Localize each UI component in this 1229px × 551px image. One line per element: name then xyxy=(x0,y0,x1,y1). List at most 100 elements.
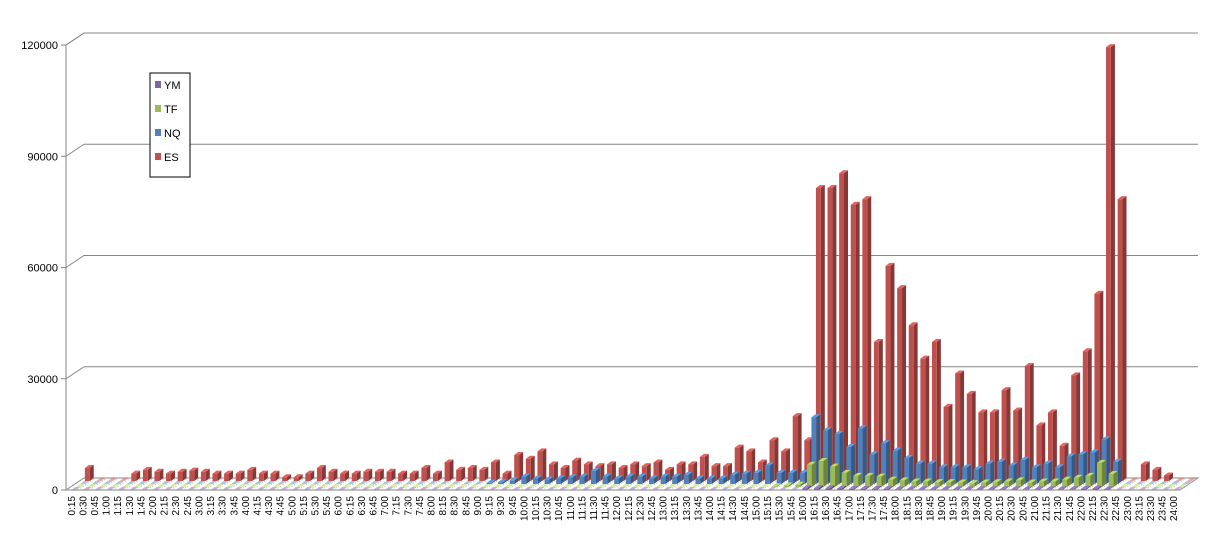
bar-tf-top xyxy=(1073,474,1083,478)
bar-es xyxy=(885,262,895,481)
bar-ym xyxy=(315,487,324,490)
bar-ym xyxy=(373,487,382,490)
bar-nq-base xyxy=(463,481,473,484)
floor-grid-line xyxy=(332,477,352,491)
bar-ym-top xyxy=(1011,486,1021,490)
bar-es xyxy=(119,478,129,481)
bar-nq xyxy=(80,481,90,484)
bar-tf xyxy=(795,481,805,487)
bar-tf xyxy=(690,484,700,487)
bar-nq-top xyxy=(602,473,612,477)
bar-tf-base xyxy=(215,484,224,487)
bar-es-base xyxy=(119,478,129,481)
bar-nq-front xyxy=(846,446,852,484)
x-tick-label: 1:45 xyxy=(136,496,147,516)
bar-nq-side xyxy=(514,477,519,484)
x-tick-label: 22:45 xyxy=(1111,496,1122,521)
bar-nq xyxy=(741,470,751,484)
bar-nq-front xyxy=(788,472,794,484)
x-tick-label: 11:45 xyxy=(601,496,612,521)
bar-ym-base xyxy=(1173,487,1183,490)
bar-tf-side xyxy=(1032,479,1037,487)
bar-es xyxy=(154,468,164,481)
bar-tf-base xyxy=(249,484,259,487)
bar-es xyxy=(1024,363,1034,481)
bar-nq xyxy=(173,481,183,484)
bar-ym-side xyxy=(888,485,893,490)
bar-tf-base xyxy=(145,484,155,487)
bar-ym-base xyxy=(628,487,638,490)
bar-ym-side xyxy=(807,485,812,490)
bar-nq-side xyxy=(862,425,867,484)
bar-ym xyxy=(1127,487,1137,490)
bar-tf-top xyxy=(1050,478,1060,482)
bar-nq xyxy=(231,481,241,484)
bar-es-front xyxy=(502,473,508,481)
bar-tf xyxy=(423,484,433,487)
bar-es-top xyxy=(374,468,384,472)
bar-tf-base xyxy=(656,484,665,487)
bar-es-top xyxy=(212,470,222,474)
x-tick-label: 18:45 xyxy=(926,496,937,521)
bar-es-front xyxy=(456,469,462,481)
bar-nq xyxy=(115,481,125,484)
legend-swatch-nq xyxy=(155,129,161,136)
bar-es-front xyxy=(781,451,786,481)
bar-es xyxy=(235,470,245,481)
bar-ym xyxy=(547,487,557,490)
bar-es-front xyxy=(432,473,438,481)
bar-es xyxy=(491,459,500,481)
bar-ym xyxy=(837,485,847,490)
bar-nq-front xyxy=(1008,465,1014,484)
bar-es xyxy=(1094,290,1104,481)
bar-es xyxy=(189,467,199,481)
bar-tf-base xyxy=(458,484,468,487)
bar-tf xyxy=(818,458,828,487)
bar-es xyxy=(108,478,117,481)
bar-nq xyxy=(753,469,763,484)
bar-tf xyxy=(934,479,944,487)
floor-grid-line xyxy=(483,477,502,491)
bar-ym-front xyxy=(941,489,947,490)
bar-nq xyxy=(579,473,589,484)
bar-nq-top xyxy=(648,475,658,479)
floor-grid-line xyxy=(89,477,108,491)
bar-ym-side xyxy=(853,485,858,490)
bar-ym-base xyxy=(709,487,719,490)
bar-es-side xyxy=(1052,409,1057,481)
x-tick-label: 5:15 xyxy=(299,496,310,516)
bar-ym-base xyxy=(384,487,394,490)
bar-nq xyxy=(277,481,287,484)
bar-es-top xyxy=(595,463,605,467)
bar-es-side xyxy=(530,455,535,481)
bar-tf xyxy=(1062,476,1072,487)
y-tick-label: 0 xyxy=(52,485,58,497)
bar-es-front xyxy=(166,473,171,481)
bar-ym-front xyxy=(953,489,959,490)
x-tick-label: 3:30 xyxy=(218,496,229,516)
bar-ym-front xyxy=(1069,489,1075,490)
bar-nq xyxy=(590,468,600,484)
bar-tf-base xyxy=(157,484,166,487)
bar-nq-front xyxy=(753,472,759,484)
bar-ym xyxy=(558,487,568,490)
bar-es-side xyxy=(1110,44,1115,481)
bar-tf xyxy=(389,484,399,487)
bar-nq xyxy=(451,481,461,484)
floor-grid-line xyxy=(1133,477,1152,491)
floor-grid-line xyxy=(1145,477,1164,491)
bar-ym-top xyxy=(883,485,893,489)
bar-es-top xyxy=(943,403,953,407)
bar-ym-base xyxy=(222,487,232,490)
bar-nq xyxy=(335,481,345,484)
bar-nq-side xyxy=(700,475,705,484)
bar-nq xyxy=(532,475,542,484)
bar-nq xyxy=(324,481,333,484)
bar-es-top xyxy=(1106,44,1115,48)
bar-ym-base xyxy=(489,487,498,490)
bar-nq-side xyxy=(584,473,589,484)
bar-nq-front xyxy=(950,467,956,484)
bar-tf-side xyxy=(916,478,921,487)
bar-es-top xyxy=(850,201,860,205)
bar-es-front xyxy=(711,466,717,481)
